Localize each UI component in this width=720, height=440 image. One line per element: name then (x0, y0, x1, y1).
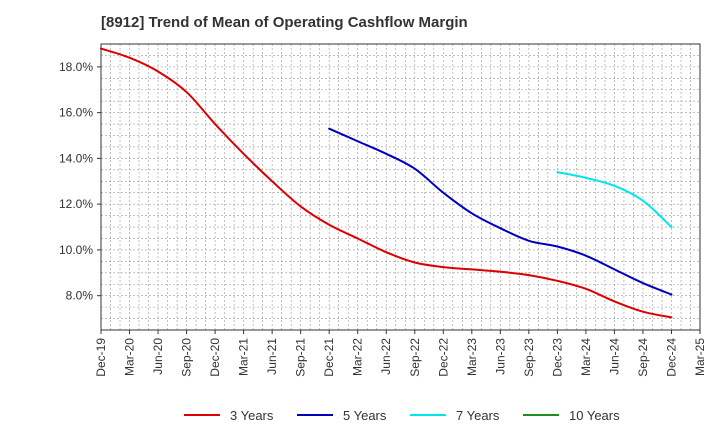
legend-item-5-years: 5 Years (297, 403, 386, 427)
x-tick-label: Dec-24 (664, 338, 678, 377)
x-tick-label: Mar-20 (123, 338, 137, 376)
legend-swatch (410, 414, 446, 416)
y-tick-label: 16.0% (59, 106, 93, 120)
y-tick-label: 14.0% (59, 151, 93, 165)
legend-label: 7 Years (456, 407, 500, 423)
x-tick-label: Mar-24 (579, 338, 593, 376)
legend-label: 3 Years (230, 407, 274, 423)
legend-item-3-years: 3 Years (184, 403, 273, 427)
x-tick-label: Jun-21 (265, 338, 279, 375)
y-tick-label: 10.0% (59, 243, 93, 257)
x-tick-label: Sep-23 (522, 338, 536, 377)
legend: 3 Years 5 Years 7 Years 10 Years (0, 403, 720, 427)
x-tick-label: Sep-24 (636, 338, 650, 377)
series-line-3-years (100, 47, 673, 319)
series-line-5-years (328, 127, 673, 296)
x-tick-label: Sep-21 (294, 338, 308, 377)
x-tick-label: Dec-21 (322, 338, 336, 377)
x-tick-label: Jun-23 (493, 338, 507, 375)
x-tick-label: Mar-23 (465, 338, 479, 376)
x-tick-label: Dec-23 (550, 338, 564, 377)
plot-frame (100, 43, 701, 331)
legend-item-7-years: 7 Years (410, 403, 499, 427)
y-tick-label: 12.0% (59, 197, 93, 211)
y-tick-label: 8.0% (66, 289, 94, 303)
x-tick-label: Dec-20 (208, 338, 222, 377)
legend-label: 10 Years (569, 407, 620, 423)
x-tick-label: Sep-22 (408, 338, 422, 377)
x-tick-label: Dec-19 (94, 338, 108, 377)
series-line-7-years (556, 171, 673, 229)
legend-swatch (523, 414, 559, 416)
plot-area (101, 44, 700, 330)
x-tick-label: Sep-20 (180, 338, 194, 377)
legend-item-10-years: 10 Years (523, 403, 620, 427)
x-tick-label: Jun-20 (151, 338, 165, 375)
x-tick-label: Mar-25 (693, 338, 707, 376)
x-tick-label: Jun-24 (607, 338, 621, 375)
legend-label: 5 Years (343, 407, 387, 423)
x-tick-label: Dec-22 (436, 338, 450, 377)
x-tick-label: Mar-21 (237, 338, 251, 376)
chart-title: [8912] Trend of Mean of Operating Cashfl… (101, 14, 468, 31)
x-tick-label: Mar-22 (351, 338, 365, 376)
legend-swatch (297, 414, 333, 416)
y-tick-label: 18.0% (59, 60, 93, 74)
x-tick-label: Jun-22 (379, 338, 393, 375)
legend-swatch (184, 414, 220, 416)
